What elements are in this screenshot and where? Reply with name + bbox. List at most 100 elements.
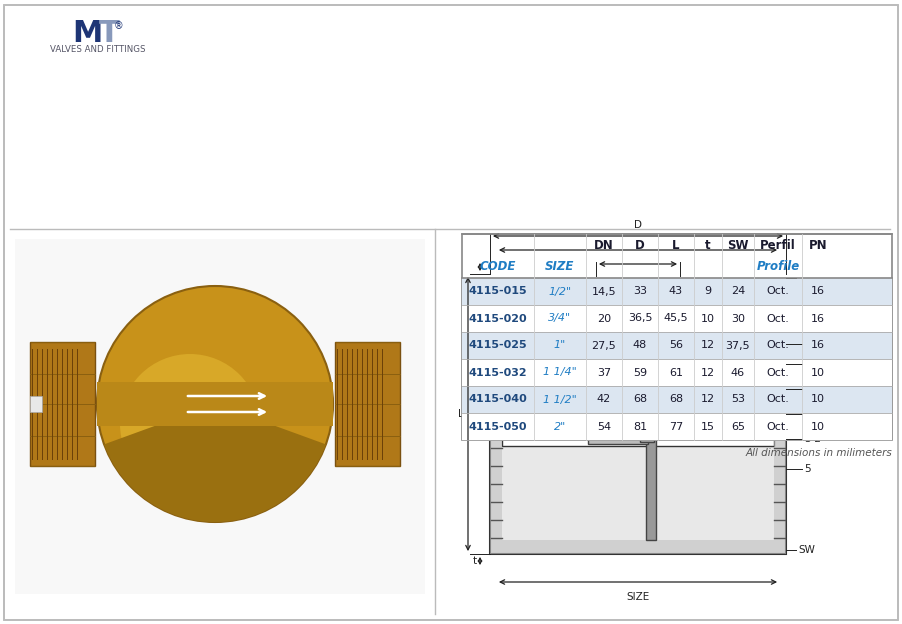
Text: Oct.: Oct. [766,313,788,323]
Bar [645,288,655,540]
Wedge shape [104,404,326,522]
Text: 2": 2" [553,421,566,432]
Bar [773,274,785,554]
Bar [462,386,891,413]
Text: L: L [457,409,464,419]
Text: 42: 42 [596,394,611,404]
Text: 3/4": 3/4" [548,313,571,323]
Text: 43: 43 [668,286,682,296]
Bar [587,384,648,396]
Text: 1": 1" [553,341,566,351]
Bar [462,278,891,305]
Text: 81: 81 [632,421,647,432]
Bar [502,382,773,446]
Text: L: L [671,240,679,252]
Text: SW: SW [797,273,814,283]
Text: 3-2: 3-2 [803,434,820,444]
Text: 14,5: 14,5 [591,286,616,296]
Text: 68: 68 [632,394,647,404]
Text: 2: 2 [803,359,810,369]
Text: D: D [633,220,641,230]
Text: 56: 56 [668,341,682,351]
Bar [462,234,891,440]
Bar [587,432,648,444]
Text: 10: 10 [810,394,824,404]
Text: Oct.: Oct. [766,421,788,432]
Text: 59: 59 [632,368,647,378]
Text: DN: DN [630,250,645,260]
Bar [640,386,653,442]
Text: 33: 33 [632,286,647,296]
Text: 20: 20 [596,313,611,323]
Text: 53: 53 [731,394,744,404]
Text: SIZE: SIZE [545,260,574,273]
Text: Oct.: Oct. [766,286,788,296]
Text: PN: PN [808,240,826,252]
Text: T: T [98,19,119,49]
Bar [15,239,425,594]
Text: t: t [473,556,476,566]
Text: CODE: CODE [479,260,516,273]
Text: 4: 4 [803,409,810,419]
Text: 16: 16 [810,341,824,351]
Bar [462,413,891,440]
Text: SW: SW [797,545,814,555]
Text: 16: 16 [810,286,824,296]
Text: SIZE: SIZE [626,234,649,244]
Bar [490,274,502,554]
Text: 36,5: 36,5 [627,313,651,323]
Text: 4115-050: 4115-050 [468,421,527,432]
Bar [462,332,891,359]
Text: 4115-025: 4115-025 [468,341,527,351]
Text: Profile: Profile [756,260,799,273]
Text: 27,5: 27,5 [591,341,616,351]
Text: VALVES AND FITTINGS: VALVES AND FITTINGS [51,46,145,54]
Text: Oct.: Oct. [766,394,788,404]
Text: 46: 46 [730,368,744,378]
Text: 54: 54 [596,421,611,432]
Text: t: t [473,262,476,272]
Text: 61: 61 [668,368,682,378]
Text: 1 1/2": 1 1/2" [542,394,576,404]
Text: 15: 15 [700,421,714,432]
FancyBboxPatch shape [30,342,95,466]
Text: 3-1: 3-1 [803,384,820,394]
Text: 77: 77 [668,421,683,432]
Text: 1 1/4": 1 1/4" [542,368,576,378]
Text: t: t [704,240,710,252]
FancyBboxPatch shape [335,342,400,466]
Bar [97,382,333,426]
Text: 10: 10 [810,368,824,378]
Text: All dimensions in milimeters: All dimensions in milimeters [744,448,891,458]
Text: 1/2": 1/2" [548,286,571,296]
Text: 16: 16 [810,313,824,323]
Text: 48: 48 [632,341,647,351]
Text: 37,5: 37,5 [725,341,750,351]
Text: 9: 9 [704,286,711,296]
Bar [490,274,785,554]
Text: 4115-032: 4115-032 [468,368,527,378]
Text: 45,5: 45,5 [663,313,687,323]
Bar [502,274,773,288]
Text: 24: 24 [730,286,744,296]
Text: 4115-015: 4115-015 [468,286,527,296]
Text: M: M [72,19,102,49]
Text: 4115-020: 4115-020 [468,313,527,323]
Circle shape [97,286,333,522]
Bar [30,396,42,412]
Text: Oct.: Oct. [766,341,788,351]
Bar [462,359,891,386]
Text: ®: ® [114,21,124,31]
Text: 37: 37 [596,368,611,378]
Bar [502,540,773,554]
Text: Oct.: Oct. [766,368,788,378]
Text: 5: 5 [803,464,810,474]
Text: 10: 10 [700,313,714,323]
Bar [462,305,891,332]
Circle shape [120,354,260,494]
Text: 68: 68 [668,394,682,404]
Text: 4115-040: 4115-040 [468,394,527,404]
Text: Perfil: Perfil [759,240,795,252]
Text: 1: 1 [803,339,810,349]
Text: 10: 10 [810,421,824,432]
